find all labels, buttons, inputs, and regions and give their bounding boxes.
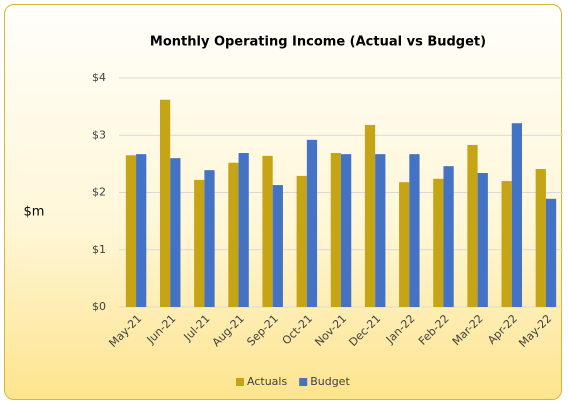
bar (501, 181, 512, 307)
bar (159, 99, 171, 307)
legend-label: Actuals (247, 375, 287, 388)
x-tick-label: Jan-22 (383, 312, 418, 347)
bar (170, 158, 181, 307)
bar (511, 123, 523, 307)
legend-label: Budget (310, 375, 350, 388)
x-tick-label: Aug-21 (210, 312, 247, 349)
x-tick-label: Oct-21 (280, 312, 315, 347)
legend-swatch (299, 378, 308, 386)
bar (296, 175, 307, 307)
bar (467, 144, 478, 307)
bar (194, 179, 205, 307)
bar (375, 154, 386, 307)
x-tick-label: Apr-22 (485, 312, 520, 347)
y-tick-label: $3 (92, 128, 106, 141)
x-tick-label: May-22 (516, 312, 554, 350)
x-tick-label: Mar-22 (450, 312, 486, 348)
bar (228, 162, 239, 307)
bar (443, 166, 454, 307)
y-tick-label: $1 (92, 243, 106, 256)
x-tick-label: Nov-21 (312, 312, 349, 349)
bar (306, 139, 318, 307)
bar (341, 154, 352, 307)
bar (545, 198, 557, 307)
x-tick-label: Jun-21 (144, 312, 179, 347)
bar (238, 152, 249, 307)
y-axis-label: $m (24, 205, 45, 220)
bar (136, 154, 147, 307)
x-tick-label: May-21 (106, 312, 144, 350)
bar (399, 182, 410, 307)
bar (433, 178, 444, 307)
bar (409, 154, 420, 307)
x-tick-label: Dec-21 (346, 312, 383, 349)
bar (262, 155, 273, 307)
legend-swatch (236, 378, 244, 386)
bar (125, 155, 137, 307)
bar (330, 152, 341, 307)
bar (535, 169, 546, 307)
bar (204, 170, 215, 307)
bar (272, 185, 283, 307)
y-tick-label: $4 (92, 71, 106, 84)
x-tick-label: Jul-21 (181, 312, 213, 344)
x-tick-label: Sep-21 (244, 312, 281, 349)
bar (477, 173, 488, 307)
bar (364, 124, 376, 307)
y-tick-label: $2 (92, 186, 106, 199)
y-tick-label: $0 (92, 300, 106, 313)
x-tick-label: Feb-22 (416, 312, 452, 348)
chart-title: Monthly Operating Income (Actual vs Budg… (150, 35, 486, 50)
